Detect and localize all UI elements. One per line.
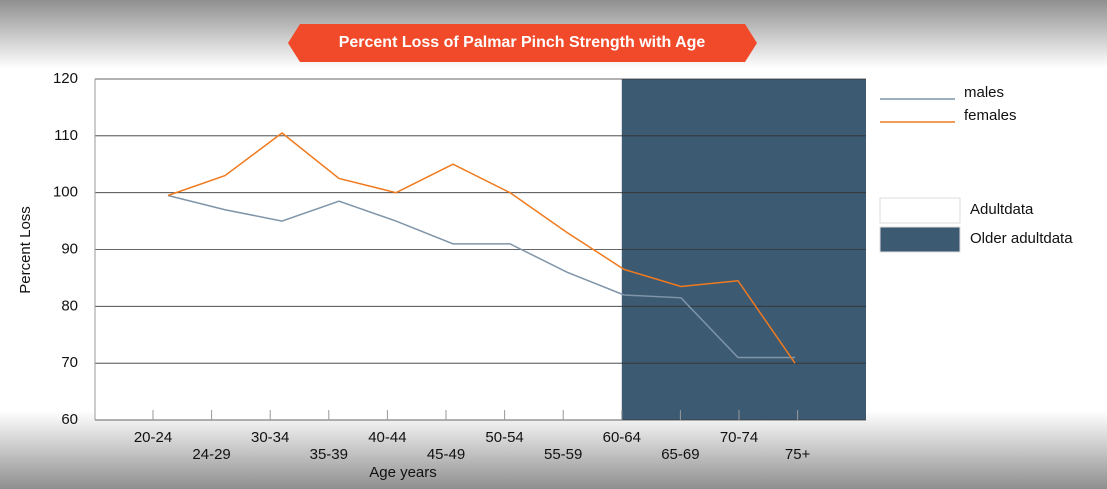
y-tick-label: 70 bbox=[61, 354, 78, 371]
x-tick-label: 40-44 bbox=[368, 429, 406, 446]
y-tick-label: 80 bbox=[61, 297, 78, 314]
legend-label: Older adultdata bbox=[970, 230, 1073, 247]
y-tick-label: 120 bbox=[53, 70, 78, 87]
x-axis-label: Age years bbox=[369, 464, 437, 481]
x-tick-label: 45-49 bbox=[427, 446, 465, 463]
legend-label: males bbox=[964, 84, 1004, 101]
x-tick-label: 50-54 bbox=[485, 429, 523, 446]
y-tick-label: 60 bbox=[61, 411, 78, 428]
line-series bbox=[167, 132, 796, 364]
legend-label: females bbox=[964, 107, 1017, 124]
line-series bbox=[167, 194, 795, 359]
legend-label: Adultdata bbox=[970, 201, 1034, 218]
y-tick-label: 90 bbox=[61, 240, 78, 257]
x-tick-label: 24-29 bbox=[192, 446, 230, 463]
x-tick-label: 20-24 bbox=[134, 429, 172, 446]
y-tick-label: 110 bbox=[54, 127, 78, 144]
x-tick-label: 75+ bbox=[785, 446, 811, 463]
y-tick-label: 100 bbox=[53, 184, 78, 201]
chart-title: Percent Loss of Palmar Pinch Strength wi… bbox=[339, 34, 706, 51]
title-banner bbox=[288, 24, 757, 62]
legend-swatch bbox=[879, 226, 961, 253]
x-tick-label: 35-39 bbox=[310, 446, 348, 463]
x-tick-label: 70-74 bbox=[720, 429, 758, 446]
legend-swatch bbox=[879, 197, 961, 224]
x-tick-label: 30-34 bbox=[251, 429, 289, 446]
x-tick-label: 55-59 bbox=[544, 446, 582, 463]
x-tick-label: 65-69 bbox=[661, 446, 699, 463]
y-axis-label: Percent Loss bbox=[17, 206, 34, 294]
x-tick-label: 60-64 bbox=[603, 429, 641, 446]
